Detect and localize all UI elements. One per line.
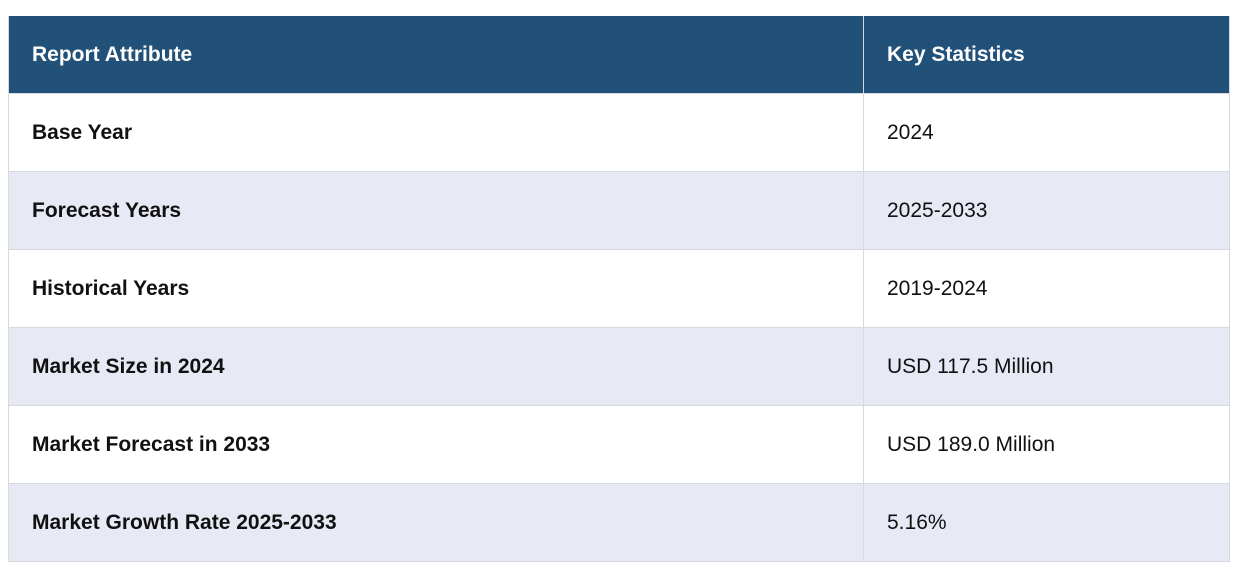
row-attribute-market-size: Market Size in 2024: [8, 327, 864, 406]
row-value-growth-rate: 5.16%: [863, 483, 1230, 562]
row-attribute-historical-years: Historical Years: [8, 249, 864, 328]
row-value-market-size: USD 117.5 Million: [863, 327, 1230, 406]
header-report-attribute: Report Attribute: [8, 16, 864, 94]
header-key-statistics: Key Statistics: [863, 16, 1230, 94]
header-row: Report Attribute Key Statistics: [8, 16, 1230, 94]
report-attributes-table: Report Attribute Key Statistics Base Yea…: [8, 16, 1230, 562]
table-row: Forecast Years 2025-2033: [8, 171, 1230, 250]
row-attribute-market-forecast: Market Forecast in 2033: [8, 405, 864, 484]
table-header: Report Attribute Key Statistics: [8, 16, 1230, 94]
row-value-forecast-years: 2025-2033: [863, 171, 1230, 250]
table-row: Base Year 2024: [8, 93, 1230, 172]
table-row: Market Forecast in 2033 USD 189.0 Millio…: [8, 405, 1230, 484]
row-value-base-year: 2024: [863, 93, 1230, 172]
report-table-container: Report Attribute Key Statistics Base Yea…: [8, 16, 1230, 562]
row-attribute-base-year: Base Year: [8, 93, 864, 172]
table-row: Market Size in 2024 USD 117.5 Million: [8, 327, 1230, 406]
row-attribute-forecast-years: Forecast Years: [8, 171, 864, 250]
row-value-market-forecast: USD 189.0 Million: [863, 405, 1230, 484]
row-value-historical-years: 2019-2024: [863, 249, 1230, 328]
table-row: Historical Years 2019-2024: [8, 249, 1230, 328]
row-attribute-growth-rate: Market Growth Rate 2025-2033: [8, 483, 864, 562]
table-row: Market Growth Rate 2025-2033 5.16%: [8, 483, 1230, 562]
table-body: Base Year 2024 Forecast Years 2025-2033 …: [8, 93, 1230, 562]
